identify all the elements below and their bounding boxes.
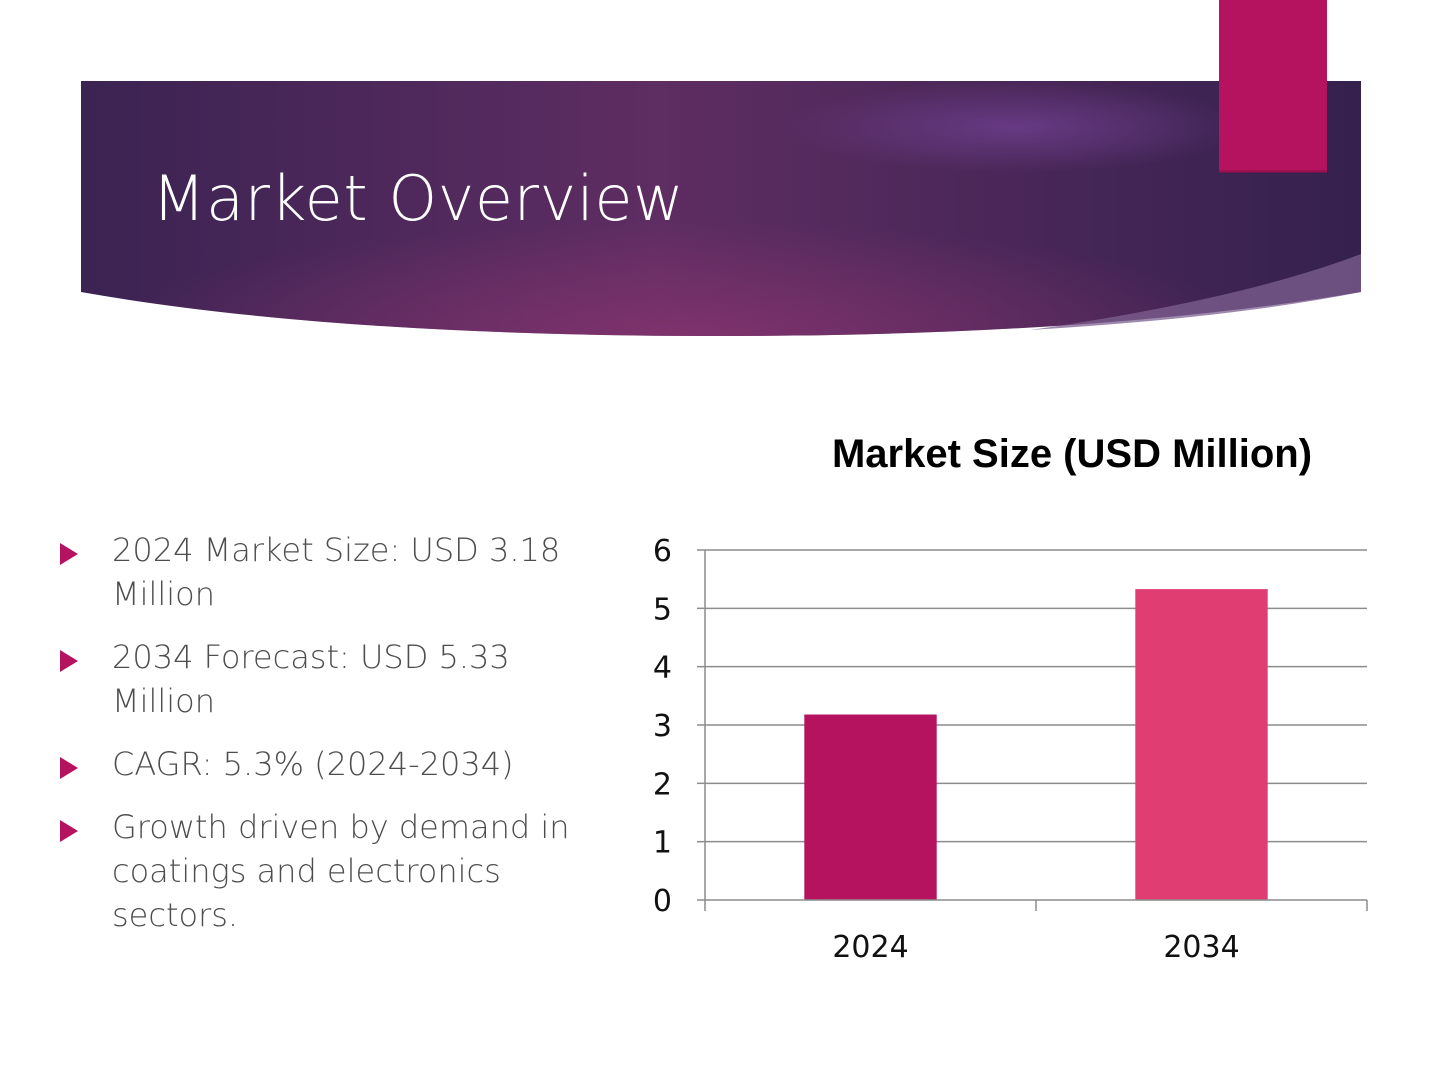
bullet-list: 2024 Market Size: USD 3.18 Million 2034 … — [58, 528, 618, 956]
bullet-text: 2024 Market Size: USD 3.18 Million — [112, 531, 561, 613]
y-tick-label: 3 — [653, 709, 672, 744]
y-tick-label: 4 — [653, 651, 672, 686]
bullet-item: CAGR: 5.3% (2024-2034) — [58, 742, 618, 786]
y-tick-label: 0 — [653, 884, 672, 919]
y-tick-label: 6 — [653, 534, 672, 569]
bullet-text: CAGR: 5.3% (2024-2034) — [112, 745, 514, 783]
triangle-bullet-icon — [60, 757, 78, 779]
x-tick-labels: 2024 2034 — [832, 930, 1239, 965]
y-tick-label: 1 — [653, 826, 672, 861]
y-tick-labels: 0 1 2 3 4 5 6 — [653, 534, 672, 919]
bullet-text: 2034 Forecast: USD 5.33 Million — [112, 638, 510, 720]
bullet-text: Growth driven by demand in coatings and … — [112, 808, 570, 934]
title-banner — [81, 0, 1361, 336]
triangle-bullet-icon — [60, 650, 78, 672]
slide-title: Market Overview — [152, 162, 685, 235]
y-tick-label: 2 — [653, 767, 672, 802]
triangle-bullet-icon — [60, 820, 78, 842]
bars — [804, 589, 1268, 900]
axes — [697, 549, 1368, 911]
y-tick-label: 5 — [653, 592, 672, 627]
accent-tab — [1219, 0, 1327, 172]
triangle-bullet-icon — [60, 543, 78, 565]
x-tick-label: 2024 — [832, 930, 908, 965]
bar-2034 — [1135, 589, 1268, 900]
bullet-item: 2024 Market Size: USD 3.18 Million — [58, 528, 618, 616]
chart-title: Market Size (USD Million) — [832, 432, 1312, 476]
banner-swoosh — [1030, 254, 1361, 330]
x-tick-label: 2034 — [1163, 930, 1239, 965]
bullet-item: Growth driven by demand in coatings and … — [58, 805, 618, 937]
bullet-item: 2034 Forecast: USD 5.33 Million — [58, 635, 618, 723]
bar-2024 — [804, 714, 937, 900]
